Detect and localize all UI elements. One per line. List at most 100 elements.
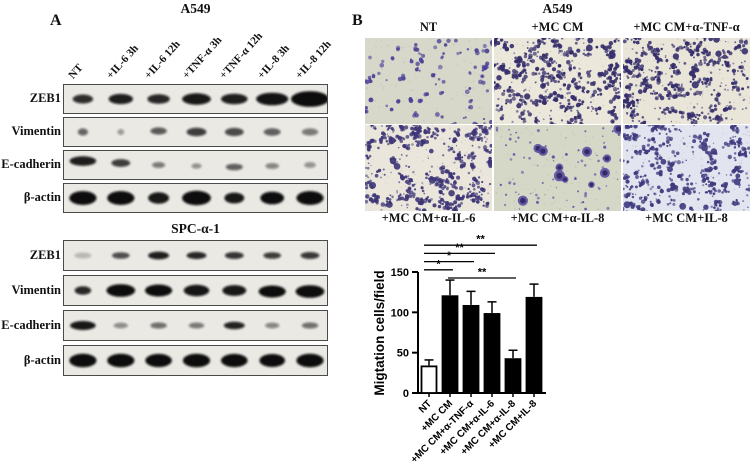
protein-band (113, 322, 128, 329)
protein-band (117, 129, 125, 135)
y-tick-label: 0 (403, 388, 409, 400)
blot-strip (63, 275, 328, 306)
protein-band (304, 162, 316, 168)
micrograph-label: +MC CM+IL-8 (645, 211, 728, 225)
protein-band (221, 353, 248, 368)
micrograph-image (623, 38, 750, 124)
protein-band (148, 192, 170, 204)
protein-band (112, 252, 130, 259)
micrograph-tile (494, 38, 621, 124)
lane-label: +IL-8 3h (255, 42, 293, 82)
protein-band (291, 91, 327, 107)
protein-band (107, 191, 135, 205)
protein-band (259, 354, 285, 367)
significance-label: ** (478, 267, 487, 279)
protein-band (150, 127, 167, 135)
significance-label: ** (455, 242, 464, 254)
micrograph-image (365, 38, 492, 124)
lane-label: +TNF-α 3h (179, 34, 224, 82)
protein-band (223, 321, 245, 330)
micrograph-tile (623, 125, 750, 211)
protein-band (69, 191, 97, 205)
lane-label: +IL-8 12h (293, 38, 334, 82)
protein-band (260, 191, 285, 205)
protein-band (70, 321, 96, 330)
protein-band (296, 191, 324, 205)
micrograph-image (623, 125, 750, 211)
y-tick-label: 150 (391, 267, 409, 279)
micrograph-label: +MC CM+α-TNF-α (633, 20, 740, 34)
bar (420, 365, 438, 394)
protein-band (186, 251, 207, 260)
protein-band (224, 127, 244, 137)
protein-label: E-cadherin (1, 317, 61, 332)
micrograph-tile (494, 125, 621, 211)
protein-band (295, 285, 325, 298)
blot-strip (63, 240, 328, 271)
protein-band (263, 252, 281, 259)
protein-band (107, 353, 135, 368)
protein-band (183, 284, 210, 297)
protein-label: Vimentin (11, 282, 61, 297)
significance-label: ** (476, 234, 485, 246)
protein-band (145, 353, 172, 368)
protein-band (69, 353, 97, 368)
lane-label: NT (66, 61, 86, 82)
micrograph-label: +MC CM+α-IL-8 (510, 211, 605, 225)
panel-b-label: B (352, 12, 363, 29)
bar (462, 304, 480, 394)
protein-band (224, 252, 244, 259)
micrograph-label: NT (419, 20, 438, 34)
protein-band (224, 192, 245, 204)
protein-band (222, 285, 247, 296)
micrograph-tile (365, 125, 492, 211)
protein-band (301, 322, 319, 329)
protein-band (69, 156, 97, 166)
protein-band (72, 94, 94, 104)
micrograph-image (495, 125, 621, 211)
blot-group-title: SPC-α-1 (171, 221, 220, 236)
protein-label: Vimentin (11, 124, 61, 138)
significance-label: * (447, 250, 452, 262)
panel-a-label: A (50, 12, 62, 29)
protein-label: β-actin (23, 352, 61, 367)
micrograph-tile (623, 38, 750, 124)
protein-band (296, 353, 324, 368)
micrograph-label: +MC CM+α-IL-6 (381, 211, 476, 225)
protein-label: ZEB1 (29, 247, 61, 262)
protein-band (111, 159, 131, 167)
protein-band (147, 94, 170, 104)
protein-band (258, 285, 286, 298)
protein-band (150, 322, 167, 329)
blot-strip (63, 150, 328, 180)
protein-band (152, 162, 166, 168)
protein-band (77, 128, 88, 136)
protein-band (300, 252, 320, 259)
protein-band (74, 286, 92, 295)
micrograph-tile (365, 38, 492, 124)
protein-band (301, 128, 319, 136)
lane-label: +IL-6 3h (104, 42, 141, 82)
bar (525, 296, 543, 394)
protein-label: E-cadherin (1, 157, 61, 171)
lane-label: +IL-6 12h (142, 38, 183, 82)
y-tick-label: 50 (397, 348, 409, 360)
significance-label: * (436, 258, 441, 270)
protein-band (182, 93, 211, 105)
bar (504, 358, 522, 394)
protein-band (148, 251, 170, 260)
protein-band (191, 163, 202, 169)
bar (441, 295, 459, 394)
protein-band (182, 353, 211, 368)
protein-band (74, 252, 92, 259)
protein-band (182, 190, 211, 206)
blot-strip (63, 345, 328, 376)
blot-strip (63, 183, 328, 213)
micrograph-label: +MC CM (531, 20, 584, 34)
protein-label: ZEB1 (29, 91, 61, 105)
protein-band (225, 163, 243, 171)
blot-strip (63, 84, 328, 114)
micrograph-image (365, 125, 492, 211)
